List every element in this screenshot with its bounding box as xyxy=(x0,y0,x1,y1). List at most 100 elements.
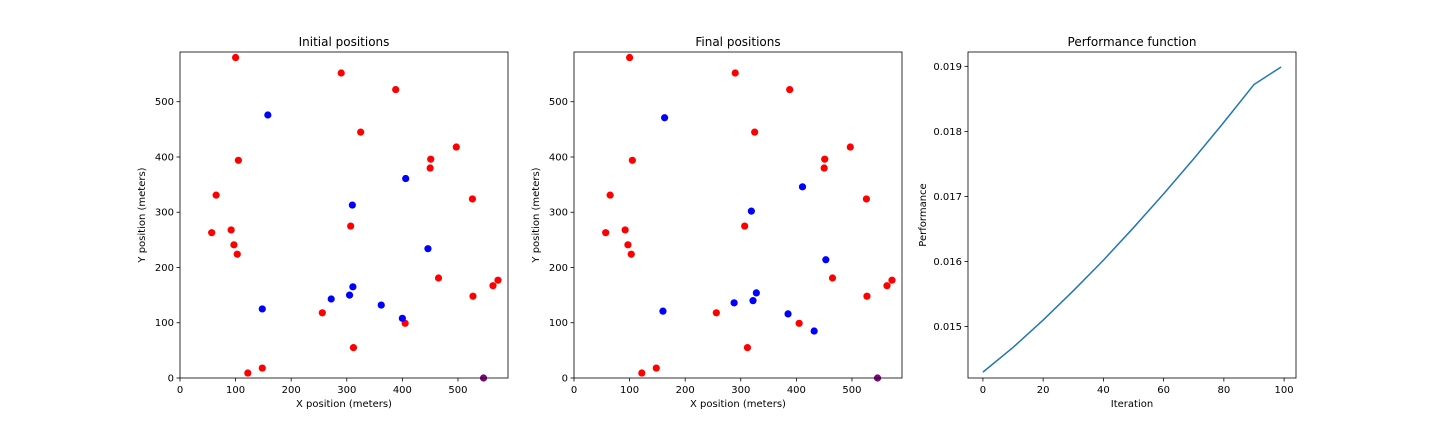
data-point xyxy=(747,207,755,215)
y-axis-label: Y position (meters) xyxy=(137,167,148,263)
y-tick-label: 0 xyxy=(562,374,568,385)
x-tick-label: 40 xyxy=(1097,385,1110,396)
x-tick-label: 200 xyxy=(676,385,695,396)
data-point xyxy=(345,291,354,299)
x-tick-label: 200 xyxy=(282,385,301,396)
x-axis-label: X position (meters) xyxy=(296,399,392,410)
data-point xyxy=(318,309,326,317)
data-point xyxy=(863,292,871,300)
y-tick-label: 500 xyxy=(549,97,568,108)
data-point xyxy=(731,69,739,77)
x-tick-label: 300 xyxy=(337,385,356,396)
data-point xyxy=(434,274,443,282)
y-tick-label: 100 xyxy=(549,318,568,329)
data-point xyxy=(602,229,610,237)
data-point xyxy=(233,250,241,258)
data-point xyxy=(494,276,502,284)
y-tick-label: 0.018 xyxy=(933,127,962,138)
x-tick-label: 100 xyxy=(226,385,245,396)
panel-performance-function: Performance function 0 20 40 60 80 100 0.015 0.0… xyxy=(918,35,1297,410)
data-point xyxy=(822,256,830,264)
x-tick-label: 20 xyxy=(1037,385,1050,396)
x-tick-label: 0 xyxy=(177,385,183,396)
y-tick-label: 0 xyxy=(168,374,174,385)
data-point xyxy=(337,69,345,77)
data-point xyxy=(749,297,757,305)
data-point xyxy=(208,229,216,237)
data-point xyxy=(810,327,818,335)
data-point xyxy=(786,85,794,94)
y-tick-label: 0.016 xyxy=(933,257,962,268)
x-axis-label: X position (meters) xyxy=(690,399,786,410)
data-point xyxy=(828,274,837,282)
y-tick-label: 0.019 xyxy=(933,62,962,73)
data-point xyxy=(402,174,410,183)
data-point xyxy=(377,301,385,309)
panel-initial-positions: Initial positions 0 100 200 300 400 500 0 100 200… xyxy=(137,35,509,410)
data-point xyxy=(227,226,235,234)
data-point xyxy=(846,143,854,151)
data-point xyxy=(348,201,356,209)
y-tick-label: 200 xyxy=(549,263,568,274)
data-point xyxy=(661,114,669,122)
y-tick-label: 500 xyxy=(155,97,174,108)
data-point xyxy=(624,241,632,249)
data-point xyxy=(327,295,335,303)
x-tick-label: 500 xyxy=(448,385,467,396)
data-point xyxy=(244,369,252,377)
chart-title: Performance function xyxy=(1068,35,1197,49)
data-point xyxy=(452,143,460,151)
data-point xyxy=(606,191,614,199)
chart-title: Initial positions xyxy=(299,35,390,49)
data-point xyxy=(820,164,828,172)
plot-area xyxy=(602,53,896,382)
x-tick-label: 500 xyxy=(842,385,861,396)
data-point xyxy=(258,364,266,372)
x-axis-label: Iteration xyxy=(1111,399,1153,410)
data-point xyxy=(625,53,634,62)
data-point xyxy=(264,111,272,119)
panel-final-positions: Final positions 0 100 200 300 400 500 0 100 200 30… xyxy=(531,35,903,410)
data-point xyxy=(741,222,749,230)
data-point xyxy=(424,245,432,253)
x-tick-label: 100 xyxy=(1275,385,1294,396)
data-point xyxy=(730,299,738,307)
data-point xyxy=(347,222,355,230)
data-point xyxy=(628,156,636,164)
x-tick-label: 60 xyxy=(1157,385,1170,396)
data-point xyxy=(349,283,357,291)
x-tick-label: 0 xyxy=(980,385,986,396)
y-axis-label: Performance xyxy=(918,183,929,246)
data-point xyxy=(231,53,240,62)
data-point xyxy=(469,292,477,300)
y-tick-label: 0.015 xyxy=(933,322,962,333)
data-point xyxy=(230,241,238,249)
data-point xyxy=(795,319,803,327)
data-point xyxy=(862,195,871,203)
data-point xyxy=(888,276,896,284)
axes-frame xyxy=(967,51,1297,379)
y-tick-label: 400 xyxy=(549,152,568,163)
x-tick-label: 100 xyxy=(620,385,639,396)
data-point xyxy=(427,155,435,163)
data-point xyxy=(743,344,752,352)
y-tick-label: 200 xyxy=(155,263,174,274)
y-tick-label: 100 xyxy=(155,318,174,329)
data-point xyxy=(212,191,220,199)
y-axis-label: Y position (meters) xyxy=(531,167,542,263)
chart-title: Final positions xyxy=(695,35,780,49)
y-tick-label: 400 xyxy=(155,152,174,163)
data-point xyxy=(426,164,434,172)
data-point xyxy=(258,305,266,313)
data-point xyxy=(752,289,760,297)
data-point xyxy=(883,282,891,290)
series-line xyxy=(982,66,1282,373)
data-point xyxy=(798,183,807,191)
data-point xyxy=(712,309,720,317)
data-point xyxy=(398,314,406,322)
plot-area xyxy=(982,66,1282,373)
data-point xyxy=(349,344,358,352)
data-point xyxy=(652,364,660,372)
data-point xyxy=(392,85,400,94)
